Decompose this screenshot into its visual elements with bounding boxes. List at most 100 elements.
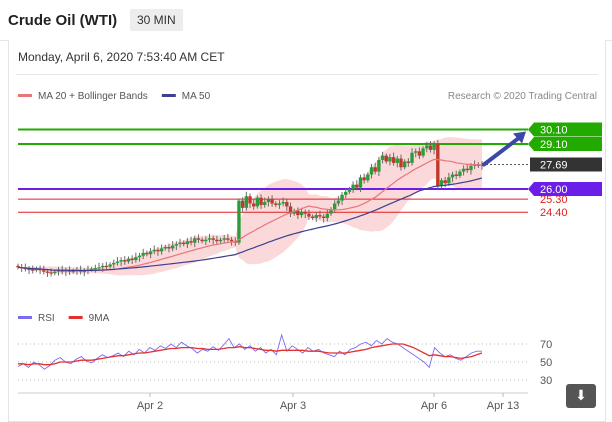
candle-body [399,158,403,168]
candle-body [285,202,289,207]
candle-body [93,268,98,270]
price-tag: 30.10 [540,125,568,137]
candle-body [178,242,182,245]
x-tick-label: Apr 3 [280,400,306,412]
candle-body [211,238,215,240]
header-bar: Crude Oil (WTI) 30 MIN [0,0,612,41]
candle-body [189,241,193,243]
ma50-line [17,177,483,272]
candle-body [417,151,422,156]
legend-swatch [18,316,32,319]
candle-body [454,174,458,176]
candle-body [137,255,142,258]
candle-body [159,248,164,252]
candle-body [60,270,64,272]
legend-label: RSI [38,313,55,324]
candle-body [436,144,440,187]
candle-body [255,197,260,207]
legend-label: MA 50 [182,91,211,102]
download-button[interactable]: ⬇ [566,384,596,408]
candle-body [108,264,112,267]
candle-body [373,167,377,172]
candle-body [281,202,285,204]
candle-body [432,144,436,150]
candle-body [425,145,429,149]
candle-body [45,271,50,273]
x-tick-label: Apr 13 [487,400,519,412]
candle-body [126,258,131,262]
candle-body [193,238,197,243]
candle-body [42,270,46,272]
candle-body [384,155,388,162]
candle-body [204,239,208,242]
candle-body [266,199,271,203]
candle-body [163,247,168,249]
legend-swatch [18,94,32,97]
candle-body [439,180,444,187]
candle-body [82,270,86,273]
candle-body [469,165,473,171]
forecast-arrow [482,133,524,167]
candle-body [248,196,252,204]
candle-body [292,210,296,214]
timestamp: Monday, April 6, 2020 7:53:40 AM CET [18,50,225,64]
candle-body [321,216,326,218]
candle-body [310,216,315,218]
rsi-ma-line [18,343,483,366]
candle-body [49,272,53,274]
legend-label: 9MA [89,313,110,324]
price-tag-bg [528,122,602,137]
candle-body [71,270,75,273]
candle-body [141,252,145,256]
x-tick-label: Apr 2 [137,400,163,412]
divider [16,74,598,75]
candle-body [100,265,105,268]
candle-body [222,238,226,240]
candle-body [366,174,370,181]
candle-body [307,213,311,217]
candle-body [461,168,466,172]
price-tag: 29.10 [540,139,568,151]
price-tag: 26.00 [540,184,568,196]
candle-body [31,269,35,271]
candle-body [288,206,293,214]
candle-body [152,249,156,252]
candle-body [336,200,341,204]
rsi-line [17,333,482,370]
download-icon: ⬇ [575,388,587,404]
instrument-title: Crude Oil (WTI) [8,12,118,29]
candle-body [358,177,363,188]
candle-body [395,158,400,163]
candle-body [259,197,263,205]
candle-body [16,265,20,268]
timeframe-badge[interactable]: 30 MIN [130,9,183,31]
candle-body [218,239,223,242]
candle-body [34,268,39,271]
candle-body [207,238,212,240]
candle-body [89,268,94,270]
price-tag: 27.69 [540,159,568,171]
candle-body [215,239,219,242]
rsi-tick-label: 70 [540,339,552,351]
candle-body [443,180,447,184]
candle-body [355,184,359,188]
candle-body [414,151,418,153]
legend-swatch [68,316,83,319]
candle-body [104,265,109,268]
candle-body [480,164,484,166]
candle-body [325,213,330,218]
candle-body [402,161,407,168]
candle-body [347,189,352,192]
candle-body [332,203,337,210]
candle-body [263,202,267,205]
candle-body [130,258,134,261]
candle-body [251,203,256,207]
candle-body [314,215,318,218]
candle-body [119,260,123,262]
forecast-arrowhead [513,131,526,144]
candle-body [237,200,241,243]
candle-body [344,191,348,195]
candle-body [377,160,381,172]
candle-body [388,157,392,162]
candle-body [299,212,304,216]
